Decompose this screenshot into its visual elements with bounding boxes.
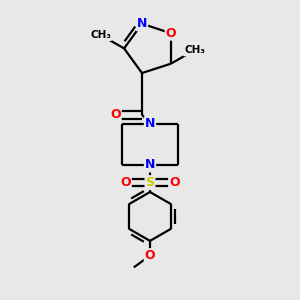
- Text: N: N: [145, 158, 155, 171]
- Text: O: O: [145, 249, 155, 262]
- Text: CH₃: CH₃: [184, 45, 205, 56]
- Text: CH₃: CH₃: [90, 30, 111, 40]
- Text: O: O: [169, 176, 180, 189]
- Text: O: O: [120, 176, 131, 189]
- Text: N: N: [137, 17, 147, 30]
- Text: N: N: [145, 117, 155, 130]
- Text: O: O: [166, 27, 176, 40]
- Text: O: O: [110, 108, 121, 122]
- Text: S: S: [146, 176, 154, 189]
